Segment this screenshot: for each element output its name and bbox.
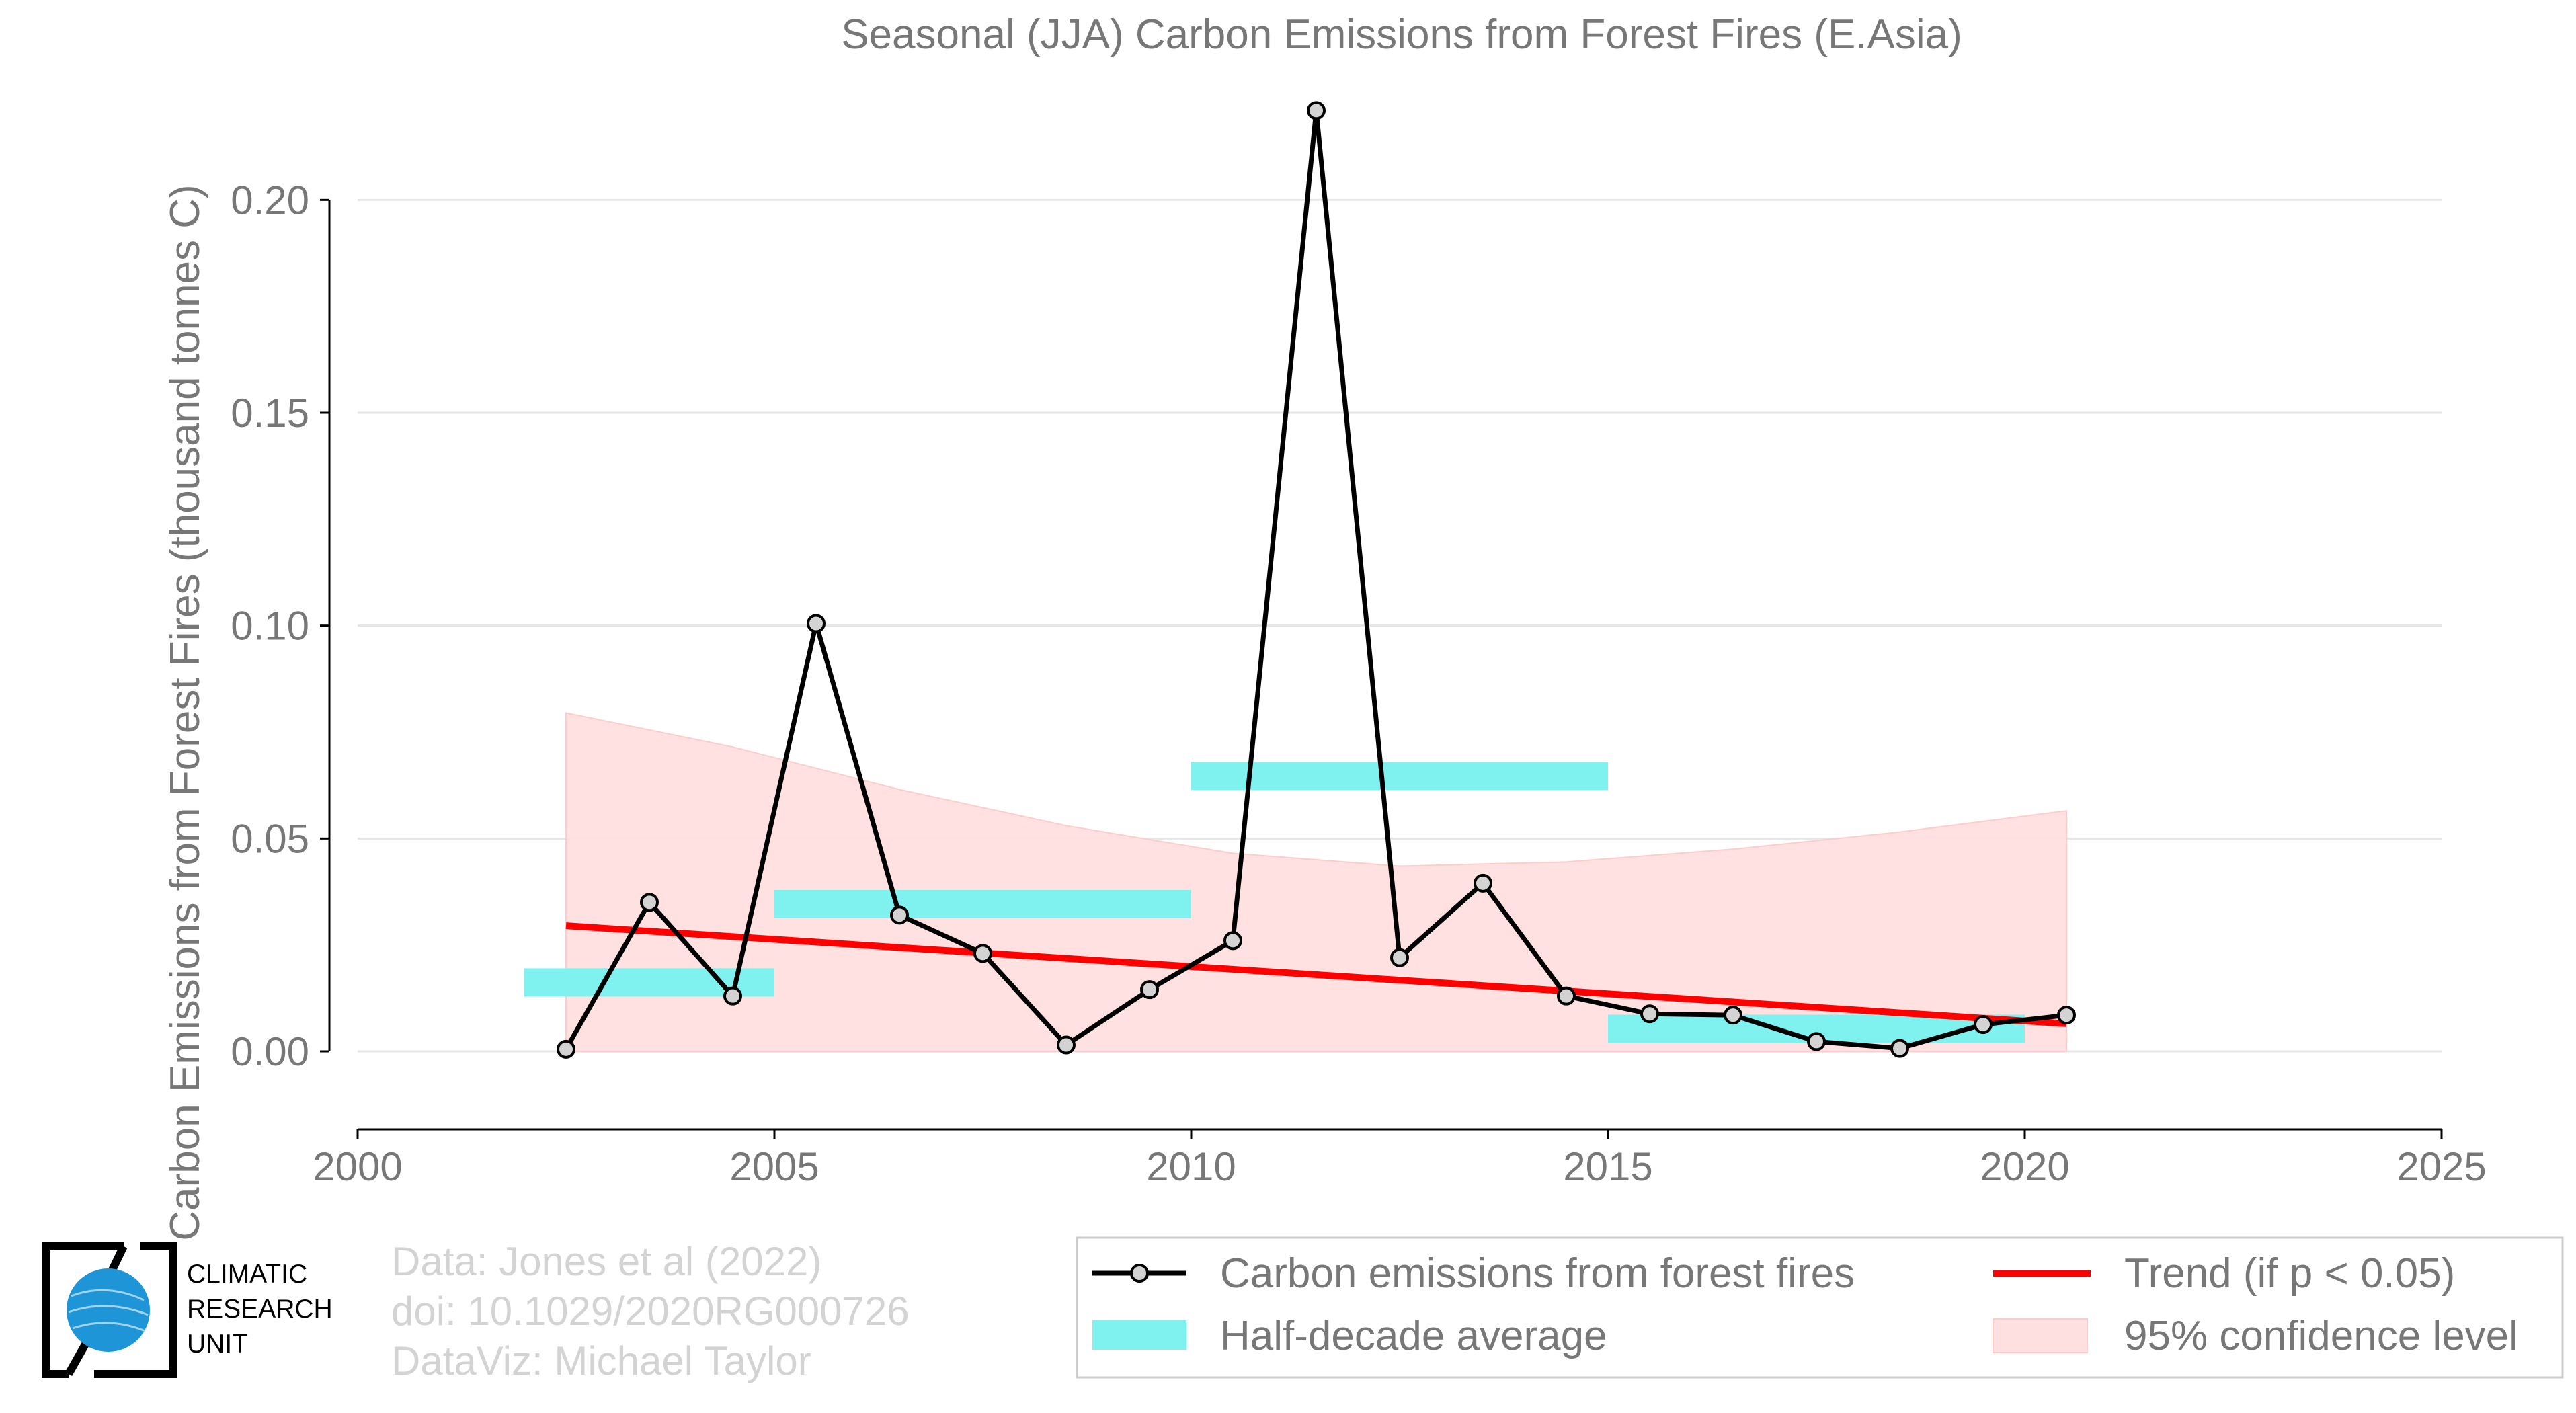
- emissions-point: [723, 986, 742, 1006]
- legend-label-emissions: Carbon emissions from forest fires: [1220, 1250, 1855, 1297]
- credits-dataviz: DataViz: Michael Taylor: [391, 1338, 811, 1383]
- credits: Data: Jones et al (2022) doi: 10.1029/20…: [391, 1237, 910, 1386]
- legend-label-trend: Trend (if p < 0.05): [2124, 1250, 2455, 1297]
- y-tick-label: 0.20: [231, 177, 309, 223]
- emissions-point: [807, 614, 826, 633]
- trend-line-layer: [565, 922, 2067, 1027]
- emissions-point: [973, 944, 992, 963]
- y-tick-label: 0.05: [231, 816, 309, 861]
- y-tick-label: 0.15: [231, 391, 309, 436]
- emissions-point: [1640, 1004, 1659, 1024]
- x-tick-label: 2010: [1146, 1144, 1236, 1189]
- half-decade-bar: [1191, 762, 1608, 791]
- legend-swatch-confidence: [1993, 1318, 2088, 1353]
- chart-title: Seasonal (JJA) Carbon Emissions from For…: [841, 11, 1962, 58]
- cru-logo: CLIMATIC RESEARCH UNIT: [39, 1242, 389, 1383]
- y-tick-label: 0.10: [231, 604, 309, 649]
- x-tick-label: 2015: [1563, 1144, 1652, 1189]
- x-tick-label: 2000: [313, 1144, 402, 1189]
- legend-swatch-emissions-marker: [1130, 1264, 1149, 1283]
- credits-doi: doi: 10.1029/2020RG000726: [391, 1289, 910, 1334]
- x-tick-label: 2005: [729, 1144, 819, 1189]
- logo-line-2: RESEARCH: [187, 1295, 333, 1324]
- legend-label-half-decade: Half-decade average: [1220, 1313, 1607, 1359]
- credits-data-source: Data: Jones et al (2022): [391, 1239, 822, 1284]
- emissions-point: [1474, 873, 1492, 893]
- half-decade-bar: [774, 889, 1191, 918]
- legend-label-confidence: 95% confidence level: [2124, 1313, 2518, 1359]
- legend: Carbon emissions from forest fires Half-…: [1076, 1236, 2564, 1379]
- trend-line: [565, 922, 2067, 1027]
- emissions-point: [1223, 931, 1242, 951]
- emissions-point: [1390, 948, 1409, 967]
- emissions-point: [1807, 1032, 1826, 1051]
- legend-frame: [1076, 1236, 2564, 1379]
- x-tick-label: 2025: [2397, 1144, 2486, 1189]
- x-tick-label: 2020: [1980, 1144, 2069, 1189]
- legend-swatch-half-decade: [1092, 1320, 1186, 1350]
- confidence-band: [565, 712, 2067, 1052]
- logo-line-3: UNIT: [187, 1330, 248, 1359]
- emissions-point: [890, 905, 909, 925]
- emissions-point: [1557, 986, 1576, 1006]
- emissions-line-layer: [557, 101, 2076, 1059]
- emissions-point: [1724, 1006, 1742, 1025]
- emissions-point: [2057, 1006, 2076, 1025]
- emissions-point: [1307, 101, 1326, 120]
- logo-line-1: CLIMATIC: [187, 1260, 308, 1289]
- emissions-point: [1057, 1035, 1076, 1055]
- emissions-point: [557, 1039, 575, 1059]
- confidence-band-layer: [565, 712, 2067, 1052]
- emissions-point: [1140, 980, 1159, 1000]
- cru-logo-mark: [42, 1242, 177, 1378]
- emissions-point: [640, 893, 659, 912]
- cru-logo-text: CLIMATIC RESEARCH UNIT: [187, 1257, 333, 1362]
- axes: 0.00 0.05 0.10 0.15 0.20 2000 2005 2010 2015 2020…: [231, 177, 2487, 1189]
- globe-icon: [67, 1268, 150, 1352]
- y-axis-label: Carbon Emissions from Forest Fires (thou…: [162, 184, 208, 1240]
- emissions-point: [1890, 1039, 1909, 1058]
- emissions-point: [1974, 1015, 1993, 1035]
- y-tick-label: 0.00: [231, 1029, 309, 1074]
